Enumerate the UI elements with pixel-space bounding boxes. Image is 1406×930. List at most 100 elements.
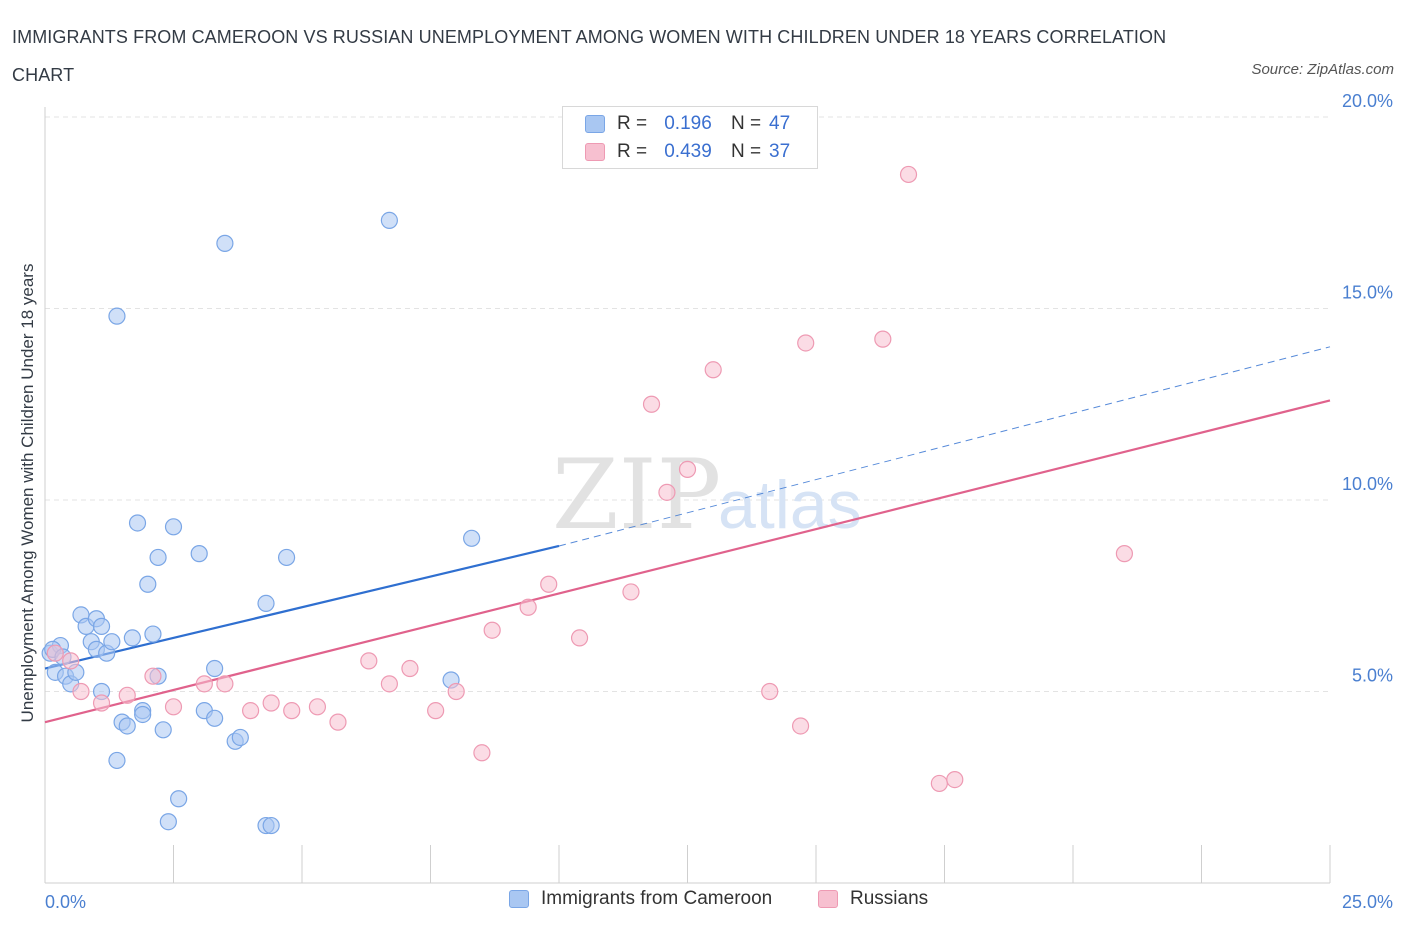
watermark-zip: ZIP xyxy=(552,439,721,551)
n-label: N = xyxy=(731,113,762,134)
data-point-russians xyxy=(540,575,558,593)
data-point-russians xyxy=(380,675,398,693)
r-label: R = xyxy=(617,113,648,134)
data-point-cameroon xyxy=(154,721,172,739)
legend-label-russians: Russians xyxy=(850,888,929,909)
data-point-cameroon xyxy=(134,705,152,724)
data-point-russians xyxy=(447,682,465,701)
y-tick-label: 5.0% xyxy=(1352,666,1393,686)
data-point-cameroon xyxy=(206,659,224,678)
data-point-russians xyxy=(242,702,260,720)
data-point-cameroon xyxy=(128,514,147,532)
data-point-russians xyxy=(283,702,301,720)
data-point-russians xyxy=(473,744,491,762)
r-value: 0.196 xyxy=(664,113,712,134)
data-point-cameroon xyxy=(216,234,234,252)
y-tick-label: 10.0% xyxy=(1342,474,1393,494)
data-point-russians xyxy=(622,583,640,601)
data-point-cameroon xyxy=(149,548,167,567)
data-point-cameroon xyxy=(159,813,177,831)
data-point-russians xyxy=(144,667,162,685)
data-point-cameroon xyxy=(139,575,157,593)
data-point-russians xyxy=(570,629,589,647)
data-point-russians xyxy=(427,702,445,720)
gridlines xyxy=(45,116,1330,692)
tick-labels: 5.0% 10.0% 15.0% 20.0% 0.0% 25.0% xyxy=(45,91,1393,912)
data-points xyxy=(41,165,1134,835)
data-point-russians xyxy=(483,621,501,639)
data-point-cameroon xyxy=(170,790,188,808)
data-point-russians xyxy=(92,694,111,712)
trend-lines xyxy=(44,346,1331,724)
data-point-russians xyxy=(658,483,676,501)
legend-swatch-russians xyxy=(585,143,605,161)
stats-legend-row-russians: R = 0.439 N = 37 xyxy=(585,140,790,164)
data-point-russians xyxy=(519,598,537,616)
data-point-russians xyxy=(797,334,815,352)
data-point-cameroon xyxy=(164,518,183,536)
data-point-russians xyxy=(401,659,419,678)
legend-swatch-cameroon xyxy=(585,115,605,133)
data-point-cameroon xyxy=(262,816,280,835)
x-tick-label: 25.0% xyxy=(1342,892,1393,912)
n-value: 37 xyxy=(769,141,791,162)
stats-legend: R = 0.196 N = 47 R = 0.439 N = 37 xyxy=(562,106,818,169)
data-point-russians xyxy=(164,698,183,716)
chart-title: IMMIGRANTS FROM CAMEROON VS RUSSIAN UNEM… xyxy=(12,27,1167,85)
data-point-russians xyxy=(46,644,64,662)
data-point-russians xyxy=(360,652,378,670)
data-point-cameroon xyxy=(118,717,136,735)
legend-item-cameroon[interactable]: Immigrants from Cameroon xyxy=(509,888,772,910)
n-value: 47 xyxy=(769,113,791,134)
data-point-russians xyxy=(874,330,892,348)
data-point-russians xyxy=(216,675,234,693)
trend-line-1 xyxy=(44,399,1331,724)
data-point-cameroon xyxy=(92,617,111,635)
data-point-russians xyxy=(761,682,779,701)
data-point-cameroon xyxy=(231,728,249,747)
data-point-russians xyxy=(62,652,80,670)
n-label: N = xyxy=(731,141,762,162)
legend-item-russians[interactable]: Russians xyxy=(818,888,928,910)
axes xyxy=(44,107,1331,884)
y-tick-label: 15.0% xyxy=(1342,283,1393,303)
legend-swatch-russians xyxy=(818,890,838,908)
data-point-russians xyxy=(308,698,327,716)
stats-legend-row-cameroon: R = 0.196 N = 47 xyxy=(585,112,790,136)
data-point-cameroon xyxy=(190,545,208,563)
data-point-russians xyxy=(329,713,347,731)
data-point-cameroon xyxy=(277,548,296,567)
data-point-russians xyxy=(930,774,948,793)
r-value: 0.439 xyxy=(664,141,712,162)
y-tick-label: 20.0% xyxy=(1342,91,1393,111)
data-point-cameroon xyxy=(144,625,162,643)
data-point-russians xyxy=(704,361,722,379)
data-point-cameroon xyxy=(257,594,275,613)
series-legend: Immigrants from Cameroon Russians xyxy=(0,888,1406,916)
legend-swatch-cameroon xyxy=(509,890,529,908)
data-point-russians xyxy=(791,717,810,735)
data-point-russians xyxy=(678,460,697,478)
data-point-russians xyxy=(72,682,90,701)
data-point-cameroon xyxy=(123,629,141,647)
data-point-cameroon xyxy=(380,211,398,230)
r-label: R = xyxy=(617,141,648,162)
data-point-russians xyxy=(195,675,213,693)
data-point-cameroon xyxy=(103,633,121,651)
data-point-cameroon xyxy=(463,529,481,547)
data-point-russians xyxy=(262,694,280,712)
watermark: ZIP atlas xyxy=(552,439,862,551)
data-point-russians xyxy=(118,686,136,704)
x-tick-label: 0.0% xyxy=(45,892,86,912)
trend-line-0 xyxy=(44,544,560,670)
data-point-cameroon xyxy=(108,307,126,325)
data-point-russians xyxy=(946,770,964,789)
data-point-russians xyxy=(1115,545,1134,563)
trend-line-extension-0 xyxy=(558,346,1331,547)
legend-label-cameroon: Immigrants from Cameroon xyxy=(541,888,773,909)
chart-source: Source: ZipAtlas.com xyxy=(1251,61,1394,78)
data-point-cameroon xyxy=(108,751,126,770)
watermark-atlas: atlas xyxy=(718,467,862,543)
y-axis-title: Unemployment Among Women with Children U… xyxy=(18,264,37,723)
